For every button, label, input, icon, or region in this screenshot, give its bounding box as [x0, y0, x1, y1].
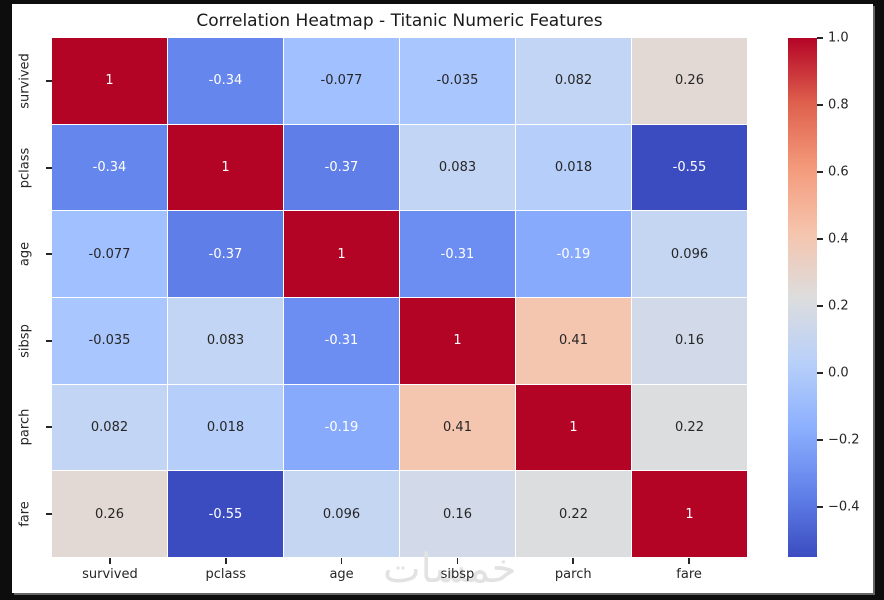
x-tick-mark-fare	[688, 558, 690, 564]
colorbar-tick-mark-0.8	[817, 104, 823, 106]
heatmap-cell-fare-parch: 0.22	[516, 471, 631, 557]
heatmap-cell-sibsp-survived: -0.035	[52, 297, 167, 384]
colorbar-tick-label-0.8: 0.8	[828, 97, 849, 113]
heatmap-cell-pclass-sibsp: 0.083	[400, 124, 515, 211]
heatmap-cell-survived-sibsp: -0.035	[400, 38, 515, 124]
heatmap-cell-fare-fare: 1	[632, 471, 747, 557]
heatmap-cell-parch-age: -0.19	[284, 384, 399, 471]
heatmap-cell-parch-parch: 1	[516, 384, 631, 471]
y-tick-mark-survived	[46, 80, 52, 83]
heatmap-cell-pclass-parch: 0.018	[516, 124, 631, 211]
y-tick-mark-sibsp	[46, 339, 52, 342]
heatmap-cell-parch-sibsp: 0.41	[400, 384, 515, 471]
heatmap-cell-survived-survived: 1	[52, 38, 167, 124]
heatmap-cell-parch-survived: 0.082	[52, 384, 167, 471]
y-tick-mark-parch	[46, 426, 52, 429]
heatmap-cell-survived-age: -0.077	[284, 38, 399, 124]
heatmap-cell-fare-pclass: -0.55	[168, 471, 283, 557]
y-tick-label-survived: survived	[17, 53, 33, 110]
x-tick-label-pclass: pclass	[205, 567, 247, 582]
heatmap-cell-sibsp-sibsp: 1	[400, 297, 515, 384]
colorbar-gradient	[788, 38, 817, 557]
heatmap-cell-survived-pclass: -0.34	[168, 38, 283, 124]
heatmap-cell-age-survived: -0.077	[52, 211, 167, 297]
heatmap-cell-sibsp-parch: 0.41	[516, 297, 631, 384]
colorbar-tick-mark-−0.2	[817, 439, 823, 441]
colorbar-tick-mark-0.0	[817, 372, 823, 374]
colorbar-tick-label-0.4: 0.4	[828, 231, 849, 247]
y-tick-label-fare: fare	[17, 500, 33, 527]
heatmap-cell-age-parch: -0.19	[516, 211, 631, 297]
colorbar-tick-label-1.0: 1.0	[828, 30, 849, 46]
colorbar-tick-label-−0.2: −0.2	[828, 432, 860, 448]
heatmap-cell-parch-pclass: 0.018	[168, 384, 283, 471]
heatmap-cell-fare-survived: 0.26	[52, 471, 167, 557]
heatmap-cell-survived-parch: 0.082	[516, 38, 631, 124]
x-tick-label-sibsp: sibsp	[440, 567, 475, 582]
heatmap-cell-pclass-pclass: 1	[168, 124, 283, 211]
heatmap-cell-pclass-fare: -0.55	[632, 124, 747, 211]
heatmap-cell-age-fare: 0.096	[632, 211, 747, 297]
y-tick-label-pclass: pclass	[17, 147, 33, 189]
x-tick-mark-parch	[572, 558, 575, 564]
colorbar-tick-label-0.6: 0.6	[828, 164, 849, 180]
heatmap-cell-survived-fare: 0.26	[632, 38, 747, 124]
colorbar-tick-label-0.2: 0.2	[828, 298, 849, 314]
heatmap-cell-age-pclass: -0.37	[168, 211, 283, 297]
x-tick-label-age: age	[329, 567, 354, 582]
figure-panel: Correlation Heatmap - Titanic Numeric Fe…	[12, 4, 873, 593]
y-tick-mark-fare	[46, 512, 52, 515]
heatmap-cell-age-age: 1	[284, 211, 399, 297]
colorbar-tick-mark-−0.4	[817, 505, 823, 508]
chart-title: Correlation Heatmap - Titanic Numeric Fe…	[196, 11, 603, 31]
y-tick-label-sibsp: sibsp	[17, 323, 33, 358]
x-tick-mark-sibsp	[456, 558, 459, 564]
heatmap-cell-pclass-age: -0.37	[284, 124, 399, 211]
colorbar-tick-label-−0.4: −0.4	[828, 499, 860, 515]
colorbar-tick-mark-0.2	[817, 305, 823, 307]
colorbar-tick-label-0.0: 0.0	[828, 365, 849, 381]
heatmap-cell-age-sibsp: -0.31	[400, 211, 515, 297]
heatmap-cell-sibsp-age: -0.31	[284, 297, 399, 384]
y-tick-label-parch: parch	[17, 408, 33, 446]
heatmap-cell-parch-fare: 0.22	[632, 384, 747, 471]
colorbar-tick-mark-0.6	[817, 171, 823, 173]
heatmap-grid: 1 -0.34 -0.077 -0.035 0.082 0.26 -0.34 1 -0.37 0.…	[52, 38, 747, 557]
x-tick-label-survived: survived	[82, 567, 138, 582]
x-tick-mark-pclass	[224, 558, 227, 564]
heatmap-cell-fare-age: 0.096	[284, 471, 399, 557]
colorbar-tick-mark-1.0	[817, 37, 823, 39]
heatmap-cell-sibsp-pclass: 0.083	[168, 297, 283, 384]
x-tick-mark-age	[340, 558, 343, 564]
y-tick-label-age: age	[17, 242, 33, 267]
y-tick-mark-pclass	[46, 166, 52, 169]
heatmap-cell-fare-sibsp: 0.16	[400, 471, 515, 557]
x-tick-label-fare: fare	[676, 567, 702, 582]
heatmap-cell-pclass-survived: -0.34	[52, 124, 167, 211]
y-tick-mark-age	[46, 253, 52, 256]
heatmap-cell-sibsp-fare: 0.16	[632, 297, 747, 384]
x-tick-label-parch: parch	[554, 567, 592, 582]
x-tick-mark-survived	[109, 558, 111, 564]
colorbar-tick-mark-0.4	[817, 238, 823, 240]
